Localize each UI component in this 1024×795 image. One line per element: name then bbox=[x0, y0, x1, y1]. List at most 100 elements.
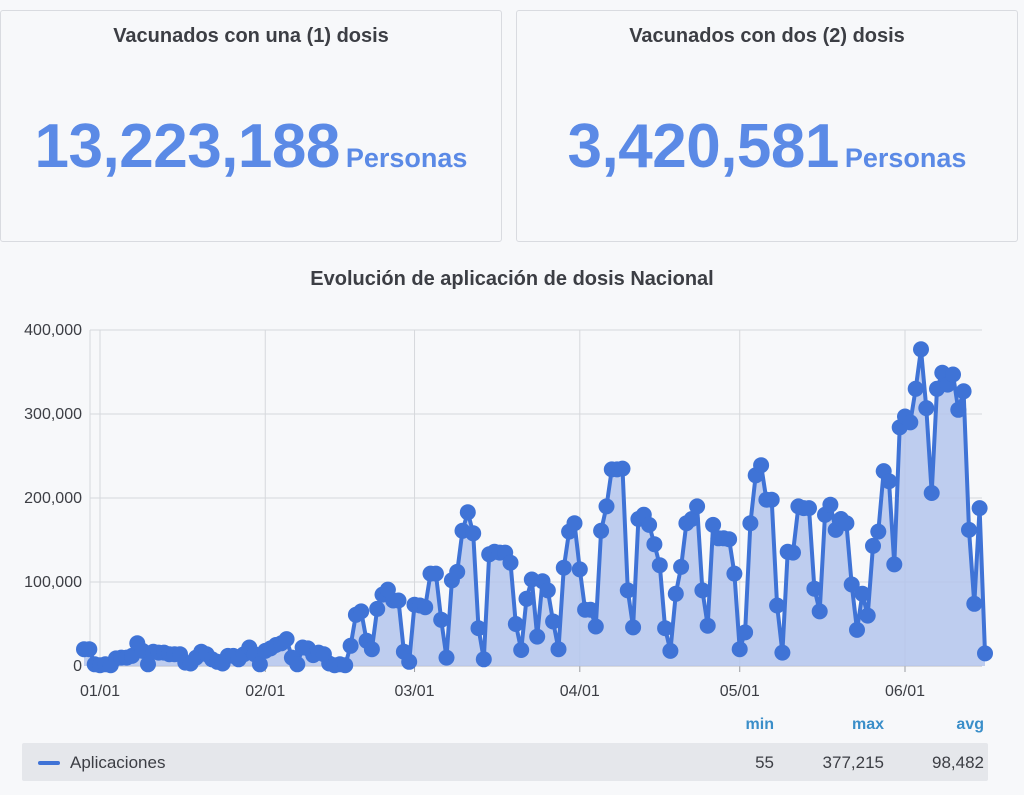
x-tick-label: 06/01 bbox=[885, 683, 925, 700]
data-point bbox=[971, 500, 988, 517]
data-point bbox=[907, 380, 924, 397]
data-point bbox=[438, 649, 455, 666]
series-swatch bbox=[38, 761, 60, 765]
legend-min-header: min bbox=[745, 716, 774, 733]
data-point bbox=[81, 641, 98, 658]
data-point bbox=[427, 565, 444, 582]
y-tick-label: 400,000 bbox=[24, 322, 82, 339]
data-point bbox=[811, 603, 828, 620]
data-point bbox=[865, 537, 881, 554]
data-point bbox=[961, 521, 977, 538]
data-point bbox=[806, 580, 823, 597]
data-point bbox=[753, 457, 770, 474]
data-point bbox=[529, 628, 546, 645]
data-point bbox=[657, 620, 674, 637]
data-point bbox=[433, 611, 450, 628]
data-point bbox=[582, 601, 599, 618]
legend-row-aplicaciones[interactable]: Aplicaciones 55 377,215 98,482 bbox=[22, 743, 988, 781]
data-point bbox=[838, 515, 855, 532]
data-point bbox=[390, 592, 407, 609]
data-point bbox=[289, 656, 306, 673]
data-point bbox=[918, 400, 935, 417]
y-tick-label: 300,000 bbox=[24, 406, 82, 423]
chart-title: Evolución de aplicación de dosis Naciona… bbox=[310, 268, 714, 290]
data-point bbox=[662, 642, 679, 659]
second-dose-unit: Personas bbox=[844, 143, 967, 173]
data-point bbox=[726, 565, 743, 582]
data-point bbox=[859, 607, 876, 624]
data-point bbox=[886, 556, 903, 573]
data-point bbox=[955, 383, 972, 400]
data-point bbox=[742, 515, 759, 532]
data-point bbox=[945, 366, 961, 383]
legend-avg-value: 98,482 bbox=[932, 753, 984, 772]
data-point bbox=[673, 558, 690, 575]
data-point bbox=[913, 341, 929, 358]
data-point bbox=[550, 641, 567, 658]
legend-min-value: 55 bbox=[755, 753, 774, 772]
x-tick-label: 01/01 bbox=[80, 683, 120, 700]
data-point bbox=[646, 536, 663, 553]
series-area bbox=[84, 349, 985, 666]
first-dose-stat: 13,223,188 Personas bbox=[1, 111, 501, 182]
data-point bbox=[694, 582, 711, 599]
legend-max-value: 377,215 bbox=[822, 753, 884, 772]
data-point bbox=[966, 595, 983, 612]
x-tick-label: 04/01 bbox=[560, 683, 600, 700]
data-point bbox=[513, 642, 530, 658]
x-tick-label: 02/01 bbox=[245, 683, 285, 700]
legend-avg-header: avg bbox=[956, 716, 984, 733]
data-point bbox=[342, 637, 359, 654]
y-tick-label: 200,000 bbox=[24, 490, 82, 507]
data-point bbox=[417, 599, 434, 616]
data-point bbox=[278, 631, 295, 648]
data-point bbox=[449, 563, 466, 580]
first-dose-unit: Personas bbox=[345, 143, 468, 173]
data-point bbox=[337, 657, 354, 674]
data-point bbox=[566, 515, 583, 532]
data-point bbox=[769, 597, 786, 614]
legend-max-header: max bbox=[851, 716, 884, 733]
data-point bbox=[459, 504, 476, 521]
x-tick-label: 03/01 bbox=[395, 683, 435, 700]
data-point bbox=[683, 511, 700, 527]
y-tick-label: 0 bbox=[73, 658, 82, 675]
data-point bbox=[518, 590, 535, 607]
first-dose-value: 13,223,188 bbox=[34, 112, 341, 181]
data-point bbox=[369, 600, 386, 617]
data-point bbox=[539, 582, 556, 599]
legend-series-label: Aplicaciones bbox=[70, 753, 166, 772]
data-point bbox=[593, 522, 610, 539]
data-point bbox=[502, 554, 519, 571]
data-point bbox=[614, 460, 631, 477]
data-point bbox=[140, 656, 156, 673]
second-dose-value: 3,420,581 bbox=[567, 112, 840, 181]
second-dose-card: Vacunados con dos (2) dosis 3,420,581 Per… bbox=[516, 10, 1018, 242]
data-point bbox=[625, 619, 642, 636]
data-point bbox=[619, 582, 636, 599]
data-point bbox=[545, 613, 562, 630]
data-point bbox=[363, 641, 380, 658]
data-point bbox=[598, 498, 615, 515]
vaccination-area-chart: 0 100,000 200,000 300,000 400,000 01/01 02/01 0… bbox=[24, 322, 993, 700]
data-point bbox=[721, 531, 738, 548]
data-point bbox=[470, 620, 487, 637]
data-point bbox=[353, 603, 370, 620]
second-dose-title: Vacunados con dos (2) dosis bbox=[629, 25, 905, 47]
data-point bbox=[977, 645, 993, 662]
data-point bbox=[731, 641, 748, 658]
first-dose-card: Vacunados con una (1) dosis 13,223,188 Pe… bbox=[0, 10, 502, 242]
y-tick-label: 100,000 bbox=[24, 574, 82, 591]
data-point bbox=[571, 561, 588, 578]
data-point bbox=[950, 401, 967, 418]
data-point bbox=[902, 414, 919, 431]
data-point bbox=[651, 557, 668, 574]
data-point bbox=[801, 500, 817, 517]
data-point bbox=[763, 491, 780, 508]
data-point bbox=[465, 525, 482, 542]
data-point bbox=[870, 523, 887, 540]
first-dose-title: Vacunados con una (1) dosis bbox=[113, 25, 389, 47]
data-point bbox=[401, 653, 418, 670]
data-point bbox=[689, 498, 706, 515]
data-point bbox=[641, 516, 658, 533]
